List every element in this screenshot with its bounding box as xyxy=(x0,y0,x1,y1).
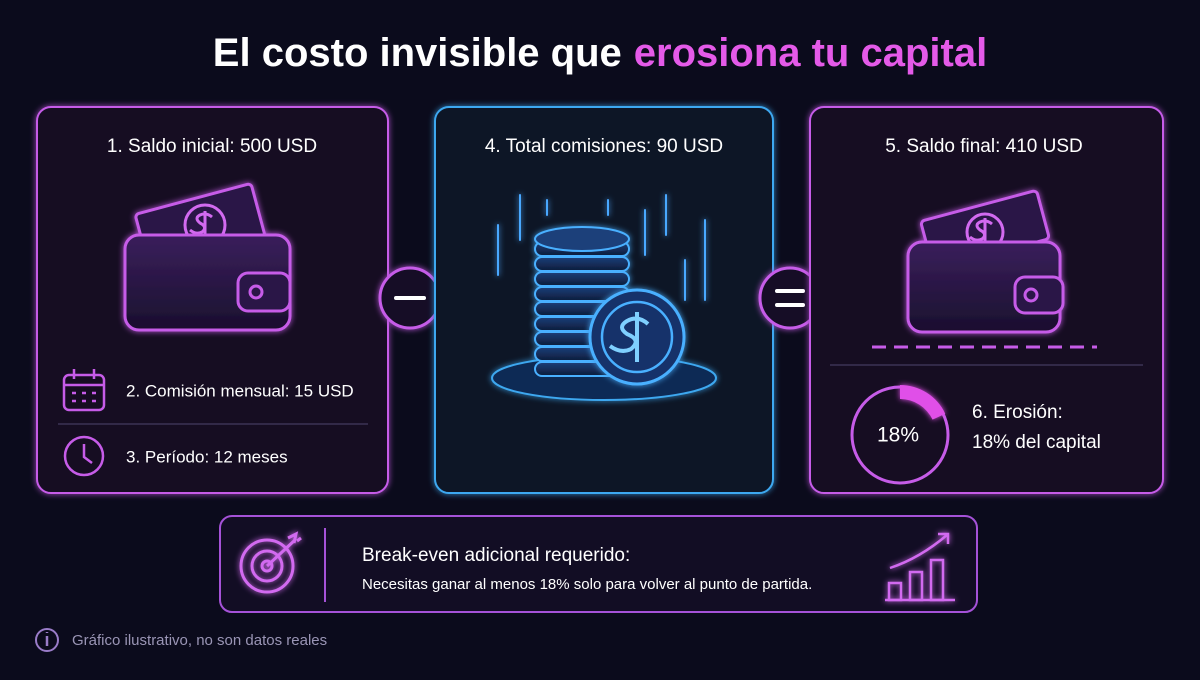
icon-part xyxy=(72,391,96,403)
wallet-icon xyxy=(123,182,292,332)
callout-frame xyxy=(219,515,978,613)
fee-item: 2. Comisión mensual: 15 USD xyxy=(126,381,354,400)
icon-part xyxy=(63,435,105,477)
icon-part xyxy=(534,271,630,287)
icon-part xyxy=(260,559,274,573)
icon-part xyxy=(265,531,302,568)
icon-part xyxy=(608,312,650,362)
dollar-coin xyxy=(588,288,686,386)
erosion-label: 18% xyxy=(877,424,919,447)
icon-part xyxy=(600,300,674,374)
icon-part xyxy=(62,373,106,412)
card-title: 1. Saldo inicial: 500 USD xyxy=(107,136,317,157)
footer: Gráfico ilustrativo, no son datos reales xyxy=(35,628,327,652)
icon-part xyxy=(534,256,630,272)
clock-icon xyxy=(63,435,105,477)
title-highlight: erosiona tu capital xyxy=(634,31,987,75)
card-final: 5. Saldo final: 410 USD 18% 6. Erosión: … xyxy=(809,106,1164,494)
erosion-title: 6. Erosión: xyxy=(972,402,1063,423)
icon-part xyxy=(1013,275,1065,315)
card-initial: 1. Saldo inicial: 500 USD 2. Comisión me… xyxy=(36,106,389,494)
callout-text: Necesitas ganar al menos 18% solo para v… xyxy=(362,576,812,593)
icon-part xyxy=(239,538,295,594)
card-fees: 4. Total comisiones: 90 USD xyxy=(434,106,774,494)
callout-title: Break-even adicional requerido: xyxy=(362,545,630,566)
callout: Break-even adicional requerido: Necesita… xyxy=(219,515,978,613)
coin xyxy=(534,256,630,272)
target-icon xyxy=(239,531,302,594)
growth-icon xyxy=(885,532,955,602)
minus-operator xyxy=(378,266,442,330)
icon-part xyxy=(1023,287,1039,303)
wallet-icon xyxy=(906,189,1065,334)
card-title: 5. Saldo final: 410 USD xyxy=(885,136,1083,157)
icon-part xyxy=(236,271,292,313)
erosion-wedge xyxy=(900,385,946,420)
card-title: 4. Total comisiones: 90 USD xyxy=(485,136,723,157)
calendar-icon xyxy=(62,369,106,412)
icon-part xyxy=(497,194,706,301)
icon-part xyxy=(82,444,93,464)
icon-part xyxy=(248,284,264,300)
icon-part xyxy=(35,628,59,652)
icon-part xyxy=(250,549,284,583)
icon-part xyxy=(885,532,955,602)
coin-top xyxy=(534,226,630,252)
coin xyxy=(534,271,630,287)
footer-note: Gráfico ilustrativo, no son datos reales xyxy=(72,632,327,649)
erosion-text: 18% del capital xyxy=(972,432,1101,453)
title: El costo invisible que erosiona tu capita… xyxy=(213,31,987,75)
title-plain: El costo invisible que xyxy=(213,31,622,75)
period-item: 3. Período: 12 meses xyxy=(126,447,288,466)
